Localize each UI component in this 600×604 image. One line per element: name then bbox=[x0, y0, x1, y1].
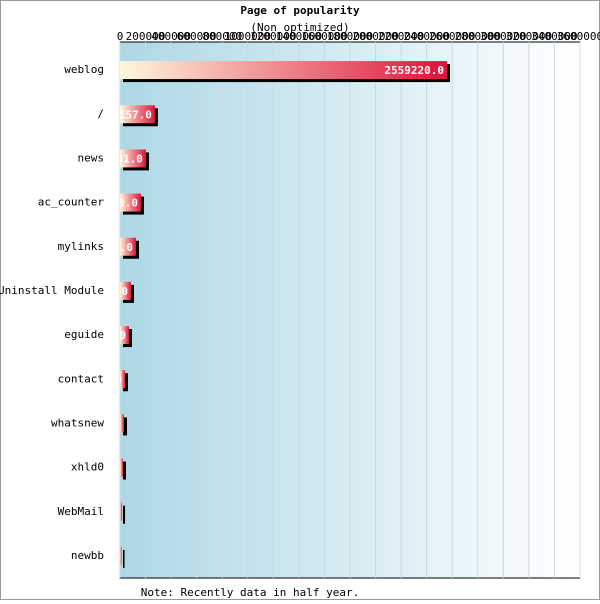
value-label: 70000.0 bbox=[80, 329, 126, 342]
x-tick-label: 2800000 bbox=[455, 30, 501, 43]
x-tick-label: 800000 bbox=[202, 30, 242, 43]
bar bbox=[120, 149, 146, 168]
bar bbox=[120, 193, 141, 212]
bar bbox=[120, 370, 125, 389]
x-tick-label: 3600000 bbox=[557, 30, 600, 43]
bar-shadow bbox=[123, 417, 127, 436]
x-tick-label: 2200000 bbox=[378, 30, 424, 43]
bar-shadow bbox=[123, 373, 128, 392]
value-label: 86000.0 bbox=[82, 285, 128, 298]
x-tick-label: 600000 bbox=[177, 30, 217, 43]
bar bbox=[120, 237, 136, 256]
x-tick-label: 3200000 bbox=[506, 30, 552, 43]
bar bbox=[120, 281, 131, 300]
chart-title: Page of popularity bbox=[240, 4, 360, 17]
x-tick-label: 0 bbox=[117, 30, 124, 43]
y-tick-label: ac_counter bbox=[38, 196, 105, 209]
chart-subtitle: (Non optimized) bbox=[250, 21, 349, 34]
y-tick-label: contact bbox=[58, 372, 104, 385]
x-tick-label: 1800000 bbox=[327, 30, 373, 43]
value-label: 125000.0 bbox=[80, 241, 133, 254]
y-tick-label: mylinks bbox=[58, 240, 104, 253]
y-tick-label: news bbox=[78, 151, 105, 164]
x-tick-label: 2000000 bbox=[352, 30, 398, 43]
x-tick-label: 1000000 bbox=[225, 30, 271, 43]
y-tick-label: WebMail bbox=[58, 505, 104, 518]
y-tick-label: eguide bbox=[64, 328, 104, 341]
x-tick-label: 3400000 bbox=[531, 30, 577, 43]
value-label: 31000.0 bbox=[75, 417, 121, 430]
y-tick-label: / bbox=[97, 107, 104, 120]
x-tick-label: 2400000 bbox=[403, 30, 449, 43]
y-tick-label: Uninstall Module bbox=[0, 284, 104, 297]
value-label: 273157.0 bbox=[99, 108, 152, 121]
bar bbox=[120, 502, 123, 521]
value-label: 164000.0 bbox=[85, 197, 138, 210]
value-label: 39000.0 bbox=[76, 373, 122, 386]
bar bbox=[120, 326, 129, 345]
y-tick-label: whatsnew bbox=[51, 416, 104, 429]
bar-shadow bbox=[123, 549, 125, 568]
value-label: 2559220.0 bbox=[384, 64, 444, 77]
x-tick-label: 1200000 bbox=[250, 30, 296, 43]
value-label: 203001.0 bbox=[90, 152, 143, 165]
x-tick-label: 3000000 bbox=[480, 30, 526, 43]
y-tick-label: newbb bbox=[71, 549, 104, 562]
bar bbox=[120, 546, 122, 565]
x-tick-label: 200000 bbox=[126, 30, 166, 43]
x-tick-label: 2600000 bbox=[429, 30, 475, 43]
x-tick-label: 1400000 bbox=[276, 30, 322, 43]
note: Note: Recently data in half year. bbox=[141, 586, 360, 599]
x-tick-label: 1600000 bbox=[301, 30, 347, 43]
bar-shadow bbox=[123, 505, 126, 524]
bar bbox=[120, 414, 124, 433]
x-tick-label: 400000 bbox=[151, 30, 191, 43]
y-tick-label: weblog bbox=[64, 63, 104, 76]
bar bbox=[120, 458, 123, 477]
bar bbox=[120, 61, 448, 80]
bar-shadow bbox=[123, 461, 126, 480]
bars: 2559220.0 273157.0 203001.0 164000.0 125000.… bbox=[75, 61, 451, 568]
y-tick-label: xhld0 bbox=[71, 461, 104, 474]
bar bbox=[120, 105, 155, 124]
